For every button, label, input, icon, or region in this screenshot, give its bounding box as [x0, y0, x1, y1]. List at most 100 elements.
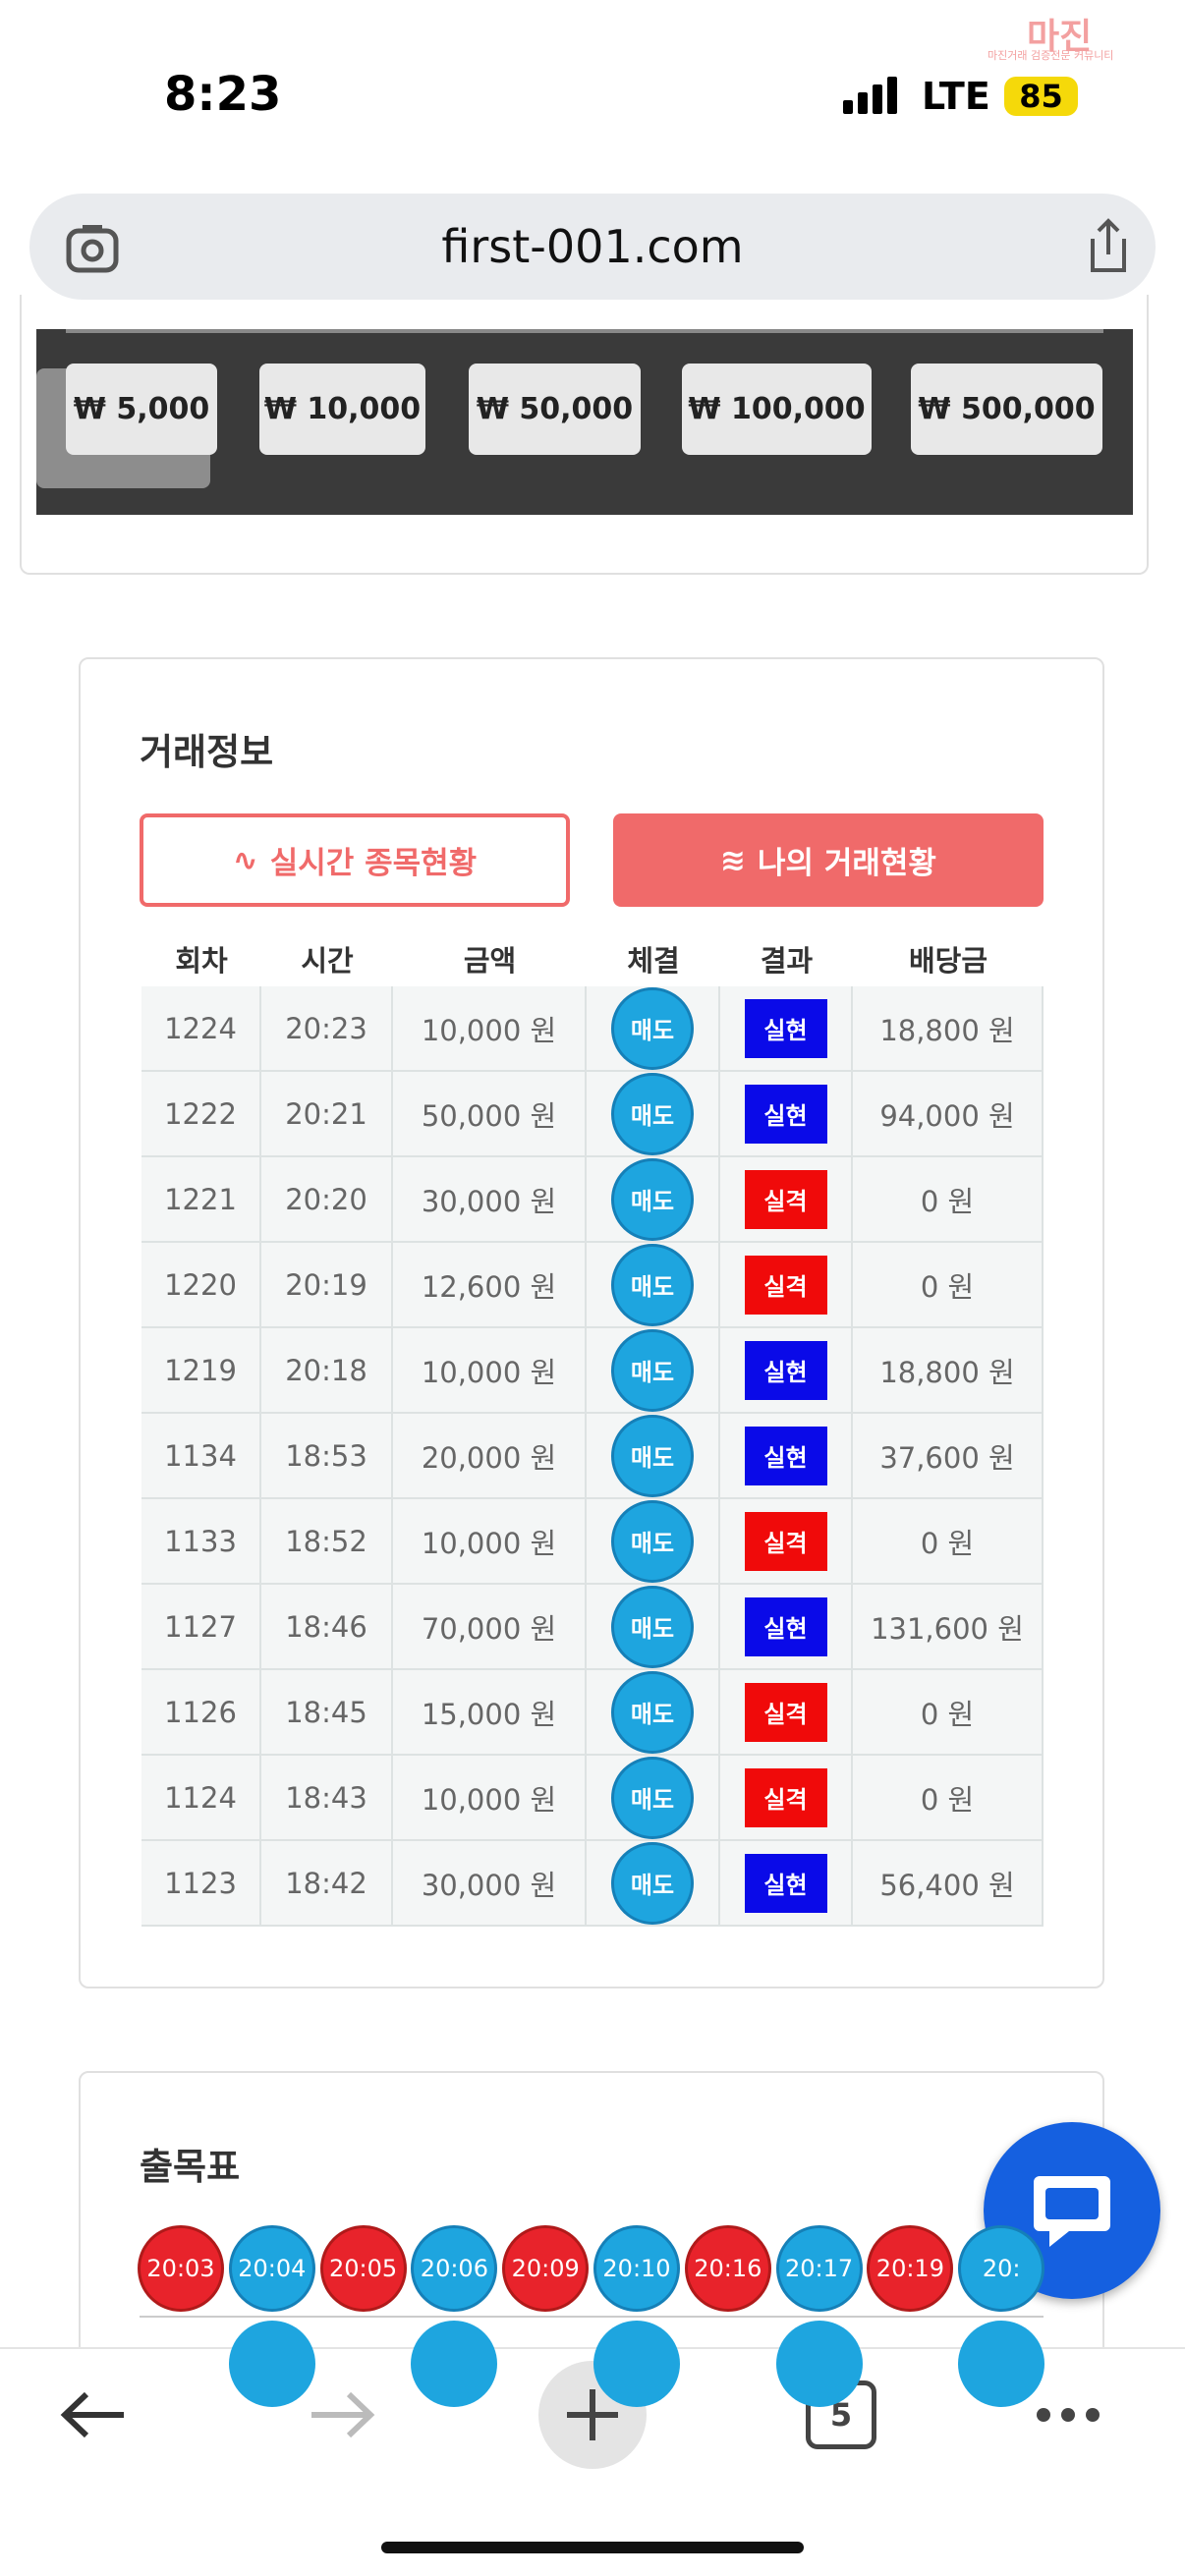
table-cell: 18:43: [261, 1756, 393, 1841]
table-cell: 1134: [141, 1414, 261, 1499]
table-cell: 18:52: [261, 1499, 393, 1585]
trade-card: [79, 657, 1104, 1988]
table-cell: 실현: [720, 1841, 853, 1927]
table-cell: 1221: [141, 1157, 261, 1243]
tab-label[interactable]: 나의 거래현황: [758, 846, 936, 881]
table-cell: 0 원: [853, 1243, 1044, 1328]
amount-button[interactable]: ₩ 50,000: [469, 364, 641, 455]
table-cell: 18,800 원: [853, 1328, 1044, 1414]
watermark-subtitle: 마진거래 검증전문 커뮤니티: [988, 49, 1114, 62]
table-cell: 0 원: [853, 1499, 1044, 1585]
url-bar[interactable]: first-001.com: [29, 194, 1156, 300]
table-cell: 12,600 원: [393, 1243, 587, 1328]
result-badge: 실현: [744, 1084, 827, 1144]
table-cell: 실현: [720, 986, 853, 1072]
my-tab[interactable]: ≋ 나의 거래현황: [613, 813, 1044, 907]
table-cell: 매도: [587, 1072, 720, 1157]
table-header: 배당금: [908, 944, 988, 978]
back-button[interactable]: [59, 2390, 128, 2439]
result-dot: [411, 2321, 498, 2407]
result-dot: 20:10: [593, 2225, 680, 2312]
table-cell: 실격: [720, 1499, 853, 1585]
watermark: 마진 마진거래 검증전문 커뮤니티: [948, 8, 1174, 62]
table-cell: 20:19: [261, 1243, 393, 1328]
table-cell: 20:20: [261, 1157, 393, 1243]
table-cell: 1123: [141, 1841, 261, 1927]
battery: 85: [1004, 77, 1078, 116]
table-cell: 10,000 원: [393, 1499, 587, 1585]
table-cell: 20:23: [261, 986, 393, 1072]
table-header: 시간: [301, 944, 354, 978]
trade-title: 거래정보: [140, 731, 274, 773]
forward-button[interactable]: [308, 2390, 376, 2439]
table-cell: 1126: [141, 1670, 261, 1756]
result-dot: 20:03: [138, 2225, 224, 2312]
table-cell: 매도: [587, 1157, 720, 1243]
table-cell: 매도: [587, 1670, 720, 1756]
more-button[interactable]: [1034, 2403, 1102, 2427]
result-dot: 20:17: [775, 2225, 863, 2312]
new-tab-button[interactable]: [538, 2361, 647, 2469]
result-dot: 20:06: [411, 2225, 498, 2312]
network: LTE: [922, 75, 990, 118]
table-header: 체결: [627, 944, 680, 978]
table-cell: 0 원: [853, 1157, 1044, 1243]
table-cell: 실현: [720, 1585, 853, 1670]
table-cell: 10,000 원: [393, 986, 587, 1072]
table-cell: 매도: [587, 1756, 720, 1841]
table-cell: 1220: [141, 1243, 261, 1328]
chart-line: [140, 2316, 1044, 2318]
amount-button[interactable]: ₩ 10,000: [259, 364, 425, 455]
table-cell: 실현: [720, 1328, 853, 1414]
sell-badge: 매도: [611, 1841, 694, 1925]
amount-card: [20, 295, 1149, 575]
share-icon[interactable]: [1085, 217, 1132, 276]
watermark-title: 마진: [1027, 17, 1093, 57]
amount-button[interactable]: ₩ 5,000: [66, 364, 217, 455]
table-cell: 매도: [587, 1414, 720, 1499]
live-tab[interactable]: ∿ 실시간 종목현황: [140, 813, 570, 907]
chart-title: 출목표: [140, 2146, 241, 2188]
table-cell: 1124: [141, 1756, 261, 1841]
result-badge: 실격: [744, 1682, 827, 1742]
table-cell: 매도: [587, 1585, 720, 1670]
table-cell: 1133: [141, 1499, 261, 1585]
result-dot: [775, 2321, 863, 2407]
lens-icon[interactable]: [65, 221, 120, 276]
sell-badge: 매도: [611, 1157, 694, 1241]
table-cell: 실현: [720, 1072, 853, 1157]
result-dot: 20:19: [867, 2225, 954, 2312]
sell-badge: 매도: [611, 1243, 694, 1326]
table-cell: 1127: [141, 1585, 261, 1670]
table-header: 금액: [463, 944, 517, 978]
table-cell: 18:45: [261, 1670, 393, 1756]
table-cell: 매도: [587, 1328, 720, 1414]
table-cell: 10,000 원: [393, 1756, 587, 1841]
result-dot: [958, 2321, 1045, 2407]
result-badge: 실현: [744, 998, 827, 1058]
signal: [843, 77, 902, 116]
sell-badge: 매도: [611, 1328, 694, 1412]
table-cell: 1224: [141, 986, 261, 1072]
amount-button[interactable]: ₩ 100,000: [682, 364, 872, 455]
table-cell: 0 원: [853, 1670, 1044, 1756]
amount-button[interactable]: ₩ 500,000: [911, 364, 1102, 455]
table-cell: 70,000 원: [393, 1585, 587, 1670]
result-dot: [228, 2321, 315, 2407]
table-cell: 18,800 원: [853, 986, 1044, 1072]
table-cell: 매도: [587, 1841, 720, 1927]
result-badge: 실격: [744, 1767, 827, 1827]
result-badge: 실현: [744, 1426, 827, 1485]
table-cell: 실격: [720, 1157, 853, 1243]
table-cell: 10,000 원: [393, 1328, 587, 1414]
table-cell: 15,000 원: [393, 1670, 587, 1756]
sell-badge: 매도: [611, 986, 694, 1070]
tab-label[interactable]: 실시간 종목현황: [269, 846, 478, 881]
url[interactable]: first-001.com: [441, 220, 744, 273]
table-cell: 50,000 원: [393, 1072, 587, 1157]
sell-badge: 매도: [611, 1670, 694, 1754]
table-cell: 실현: [720, 1414, 853, 1499]
result-badge: 실현: [744, 1853, 827, 1913]
